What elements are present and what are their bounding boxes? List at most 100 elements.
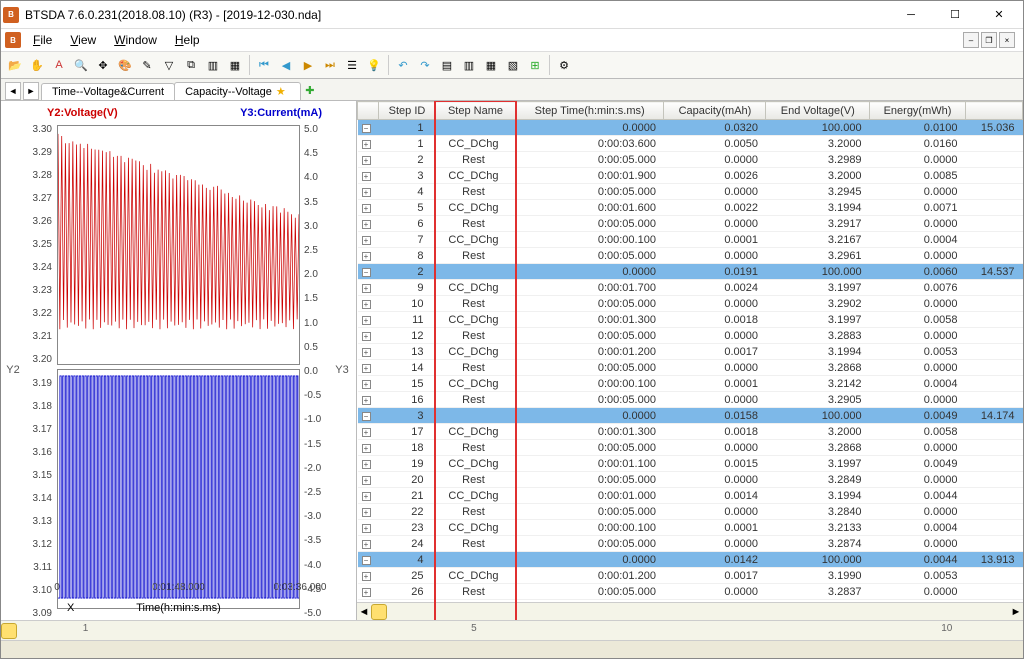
last-icon[interactable]: ⏭ <box>320 55 340 75</box>
table-row[interactable]: +19CC_DChg0:00:01.1000.00153.19970.0049 <box>358 456 1023 472</box>
group-row[interactable]: −20.00000.0191100.0000.006014.537 <box>358 264 1023 280</box>
group-row[interactable]: −10.00000.0320100.0000.010015.036 <box>358 120 1023 136</box>
excel-icon[interactable]: ⊞ <box>525 55 545 75</box>
expand-icon[interactable]: + <box>362 540 371 549</box>
table-row[interactable]: +1CC_DChg0:00:03.6000.00503.20000.0160 <box>358 136 1023 152</box>
tab-capacity-voltage[interactable]: Capacity--Voltage★ <box>174 82 301 100</box>
table-row[interactable]: +14Rest0:00:05.0000.00003.28680.0000 <box>358 360 1023 376</box>
col-header[interactable]: Energy(mWh) <box>870 102 966 120</box>
filter-icon[interactable]: ▽ <box>159 55 179 75</box>
expand-icon[interactable]: + <box>362 396 371 405</box>
table-row[interactable]: +5CC_DChg0:00:01.6000.00223.19940.0071 <box>358 200 1023 216</box>
zoom-in-icon[interactable]: 🔍 <box>71 55 91 75</box>
mdi-close[interactable]: × <box>999 32 1015 48</box>
table-row[interactable]: +10Rest0:00:05.0000.00003.29020.0000 <box>358 296 1023 312</box>
group-row[interactable]: −30.00000.0158100.0000.004914.174 <box>358 408 1023 424</box>
expand-icon[interactable]: + <box>362 236 371 245</box>
menu-window[interactable]: Window <box>106 31 165 49</box>
table-row[interactable]: +21CC_DChg0:00:01.0000.00143.19940.0044 <box>358 488 1023 504</box>
expand-icon[interactable]: + <box>362 492 371 501</box>
col-header[interactable] <box>358 102 379 120</box>
expand-icon[interactable]: + <box>362 508 371 517</box>
table-row[interactable]: +8Rest0:00:05.0000.00003.29610.0000 <box>358 248 1023 264</box>
grid4-icon[interactable]: ▧ <box>503 55 523 75</box>
grid1-icon[interactable]: ▤ <box>437 55 457 75</box>
col-header[interactable]: Step ID <box>379 102 436 120</box>
expand-icon[interactable]: + <box>362 476 371 485</box>
expand-icon[interactable]: + <box>362 172 371 181</box>
first-icon[interactable]: ⏮ <box>254 55 274 75</box>
table-row[interactable]: +17CC_DChg0:00:01.3000.00183.20000.0058 <box>358 424 1023 440</box>
menu-help[interactable]: Help <box>167 31 208 49</box>
mdi-restore[interactable]: ❐ <box>981 32 997 48</box>
table-row[interactable]: +22Rest0:00:05.0000.00003.28400.0000 <box>358 504 1023 520</box>
table-icon[interactable]: ▦ <box>225 55 245 75</box>
tab-add-icon[interactable]: ✚ <box>300 80 320 100</box>
expand-icon[interactable]: + <box>362 284 371 293</box>
undo-icon[interactable]: ↶ <box>393 55 413 75</box>
mdi-minimize[interactable]: – <box>963 32 979 48</box>
expand-icon[interactable]: + <box>362 348 371 357</box>
expand-icon[interactable]: + <box>362 364 371 373</box>
table-row[interactable]: +25CC_DChg0:00:01.2000.00173.19900.0053 <box>358 568 1023 584</box>
expand-icon[interactable]: + <box>362 156 371 165</box>
close-button[interactable]: ✕ <box>977 1 1021 29</box>
group-row[interactable]: −40.00000.0142100.0000.004413.913 <box>358 552 1023 568</box>
settings-icon[interactable]: ⚙ <box>554 55 574 75</box>
col-header[interactable]: End Voltage(V) <box>766 102 870 120</box>
expand-icon[interactable]: + <box>362 252 371 261</box>
table-row[interactable]: +12Rest0:00:05.0000.00003.28830.0000 <box>358 328 1023 344</box>
expand-icon[interactable]: + <box>362 316 371 325</box>
table-row[interactable]: +20Rest0:00:05.0000.00003.28490.0000 <box>358 472 1023 488</box>
expand-icon[interactable]: + <box>362 572 371 581</box>
bulb-icon[interactable]: 💡 <box>364 55 384 75</box>
col-header[interactable]: Capacity(mAh) <box>664 102 766 120</box>
copy-icon[interactable]: ⧉ <box>181 55 201 75</box>
table-row[interactable]: +6Rest0:00:05.0000.00003.29170.0000 <box>358 216 1023 232</box>
hand-icon[interactable]: ✋ <box>27 55 47 75</box>
h-scrollbar[interactable]: ◄ ► <box>357 602 1023 620</box>
tab-prev[interactable]: ◄ <box>5 82 21 100</box>
pan-icon[interactable]: ✥ <box>93 55 113 75</box>
table-row[interactable]: +16Rest0:00:05.0000.00003.29050.0000 <box>358 392 1023 408</box>
table-row[interactable]: +4Rest0:00:05.0000.00003.29450.0000 <box>358 184 1023 200</box>
next-icon[interactable]: ▶ <box>298 55 318 75</box>
minimize-button[interactable]: ─ <box>889 1 933 29</box>
table-row[interactable]: +2Rest0:00:05.0000.00003.29890.0000 <box>358 152 1023 168</box>
expand-icon[interactable]: + <box>362 588 371 597</box>
expand-icon[interactable]: + <box>362 524 371 533</box>
ruler-bar[interactable]: 1 5 10 <box>1 620 1023 640</box>
expand-icon[interactable]: + <box>362 300 371 309</box>
table-row[interactable]: +26Rest0:00:05.0000.00003.28370.0000 <box>358 584 1023 600</box>
collapse-icon[interactable]: − <box>362 124 371 133</box>
expand-icon[interactable]: + <box>362 460 371 469</box>
expand-icon[interactable]: + <box>362 140 371 149</box>
col-header[interactable]: Step Name <box>436 102 516 120</box>
table-row[interactable]: +13CC_DChg0:00:01.2000.00173.19940.0053 <box>358 344 1023 360</box>
expand-icon[interactable]: + <box>362 204 371 213</box>
redo-icon[interactable]: ↷ <box>415 55 435 75</box>
table-scroll[interactable]: Step IDStep NameStep Time(h:min:s.ms)Cap… <box>357 101 1023 602</box>
font-icon[interactable]: A <box>49 55 69 75</box>
tab-next[interactable]: ► <box>23 82 39 100</box>
maximize-button[interactable]: ☐ <box>933 1 977 29</box>
expand-icon[interactable]: + <box>362 444 371 453</box>
table-row[interactable]: +9CC_DChg0:00:01.7000.00243.19970.0076 <box>358 280 1023 296</box>
collapse-icon[interactable]: − <box>362 412 371 421</box>
grid3-icon[interactable]: ▦ <box>481 55 501 75</box>
expand-icon[interactable]: + <box>362 332 371 341</box>
color-icon[interactable]: 🎨 <box>115 55 135 75</box>
menu-file[interactable]: File <box>25 31 60 49</box>
tab-time-voltage-current[interactable]: Time--Voltage&Current <box>41 83 175 100</box>
table-row[interactable]: +7CC_DChg0:00:00.1000.00013.21670.0004 <box>358 232 1023 248</box>
table-row[interactable]: +11CC_DChg0:00:01.3000.00183.19970.0058 <box>358 312 1023 328</box>
menu-view[interactable]: View <box>62 31 104 49</box>
col-header[interactable]: Step Time(h:min:s.ms) <box>515 102 664 120</box>
expand-icon[interactable]: + <box>362 428 371 437</box>
table-row[interactable]: +18Rest0:00:05.0000.00003.28680.0000 <box>358 440 1023 456</box>
table-row[interactable]: +23CC_DChg0:00:00.1000.00013.21330.0004 <box>358 520 1023 536</box>
wand-icon[interactable]: ✎ <box>137 55 157 75</box>
open-icon[interactable]: 📂 <box>5 55 25 75</box>
expand-icon[interactable]: + <box>362 220 371 229</box>
prev-icon[interactable]: ◀ <box>276 55 296 75</box>
